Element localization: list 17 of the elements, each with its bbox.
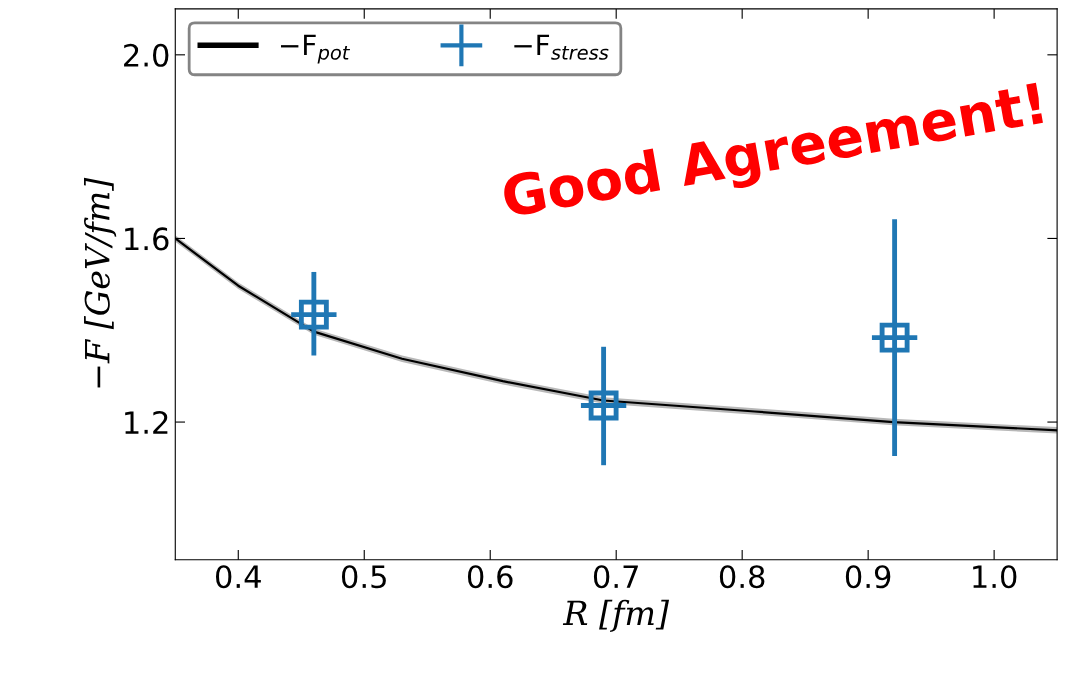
x-tick-label: 1.0 (973, 565, 1017, 589)
y-tick-label: 1.2 (125, 410, 168, 434)
x-tick-label: 0.7 (593, 565, 638, 589)
x-tick-label: 0.5 (341, 565, 386, 589)
x-tick-label: 0.4 (215, 565, 261, 589)
y-tick-label: 2.0 (124, 43, 169, 67)
point (588, 390, 619, 421)
point (298, 299, 329, 330)
legend-label: −F$_{stress}$ (514, 34, 609, 60)
y-axis-title: −F [GeV/fm] (84, 177, 117, 388)
x-tick-label: 0.9 (845, 565, 891, 589)
x-tick-label: 0.8 (719, 565, 765, 589)
point (879, 322, 910, 353)
x-tick-label: 0.6 (467, 565, 513, 589)
legend-label: −F$_{pot}$ (281, 34, 351, 64)
y-tick-label: 1.6 (125, 227, 169, 251)
x-axis-title: R [fm] (562, 599, 670, 633)
